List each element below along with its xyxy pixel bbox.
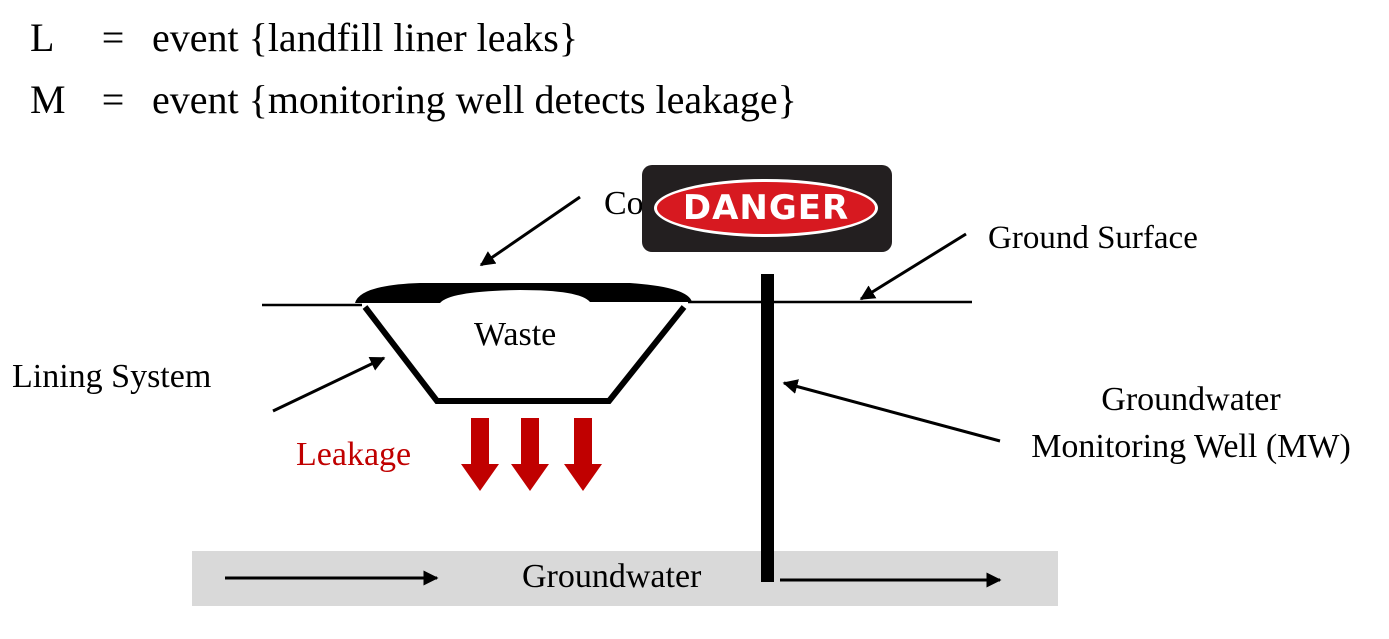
monitoring-well-pointer-arrow (782, 379, 1001, 443)
equals-sign: = (101, 77, 125, 122)
definition-m: M = event {monitoring well detects leakage… (30, 76, 797, 123)
danger-sign: DANGER (642, 165, 892, 252)
cover-pointer-arrow (479, 195, 581, 267)
equals-sign: = (101, 15, 125, 60)
danger-sign-text: DANGER (682, 188, 850, 228)
lining-system (362, 305, 687, 404)
event-description-l: event {landfill liner leaks} (152, 15, 579, 60)
waste-label: Waste (474, 316, 557, 353)
leakage-arrow (511, 418, 549, 491)
leakage-label: Leakage (296, 436, 412, 473)
monitoring-well (761, 274, 774, 582)
leakage-arrow (564, 418, 602, 491)
ground-surface-label: Ground Surface (988, 220, 1198, 256)
event-description-m: event {monitoring well detects leakage} (152, 77, 797, 122)
lining-system-pointer-arrow (272, 356, 386, 413)
event-symbol-l: L (30, 15, 55, 60)
definition-l: L = event {landfill liner leaks} (30, 14, 578, 61)
danger-sign-oval: DANGER (654, 179, 878, 237)
event-symbol-m: M (30, 77, 66, 122)
leakage-arrow (461, 418, 499, 491)
ground-surface-pointer-arrow (859, 232, 967, 301)
landfill-cover (355, 283, 692, 303)
monitoring-well-label-line1: Groundwater (1101, 381, 1281, 418)
groundwater-label: Groundwater (522, 558, 702, 595)
lining-system-label: Lining System (12, 358, 212, 395)
monitoring-well-label-line2: Monitoring Well (MW) (1031, 428, 1351, 465)
